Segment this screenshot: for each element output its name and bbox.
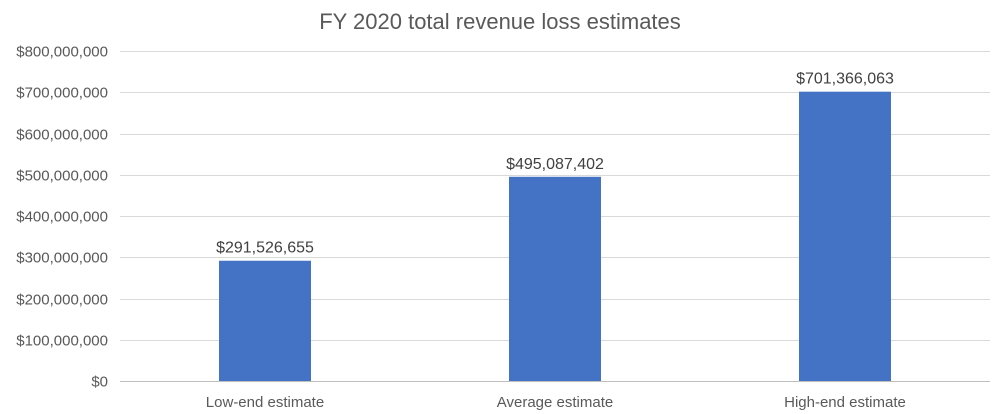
y-tick-label: $100,000,000 — [16, 333, 108, 350]
category-label: High-end estimate — [784, 394, 906, 411]
data-label: $495,087,402 — [506, 156, 604, 173]
y-tick-label: $400,000,000 — [16, 209, 108, 226]
category-label: Average estimate — [497, 394, 613, 411]
y-tick-label: $700,000,000 — [16, 85, 108, 102]
data-label: $701,366,063 — [796, 71, 894, 88]
y-tick-label: $300,000,000 — [16, 250, 108, 267]
y-tick-label: $800,000,000 — [16, 44, 108, 61]
y-tick-label: $600,000,000 — [16, 127, 108, 144]
bars — [219, 91, 891, 382]
y-axis-ticks: $0 $100,000,000 $200,000,000 $300,000,000 $4… — [16, 44, 108, 391]
y-tick-label: $500,000,000 — [16, 168, 108, 185]
x-axis-categories: Low-end estimate Average estimate High-end… — [206, 394, 906, 411]
data-labels: $291,526,655 $495,087,402 $701,366,063 — [216, 71, 894, 257]
y-tick-label: $200,000,000 — [16, 292, 108, 309]
bar — [219, 260, 311, 381]
y-tick-label: $0 — [91, 374, 108, 391]
bar — [799, 91, 891, 382]
category-label: Low-end estimate — [206, 394, 324, 411]
chart-title: FY 2020 total revenue loss estimates — [319, 9, 681, 34]
bar — [509, 176, 601, 381]
data-label: $291,526,655 — [216, 240, 314, 257]
